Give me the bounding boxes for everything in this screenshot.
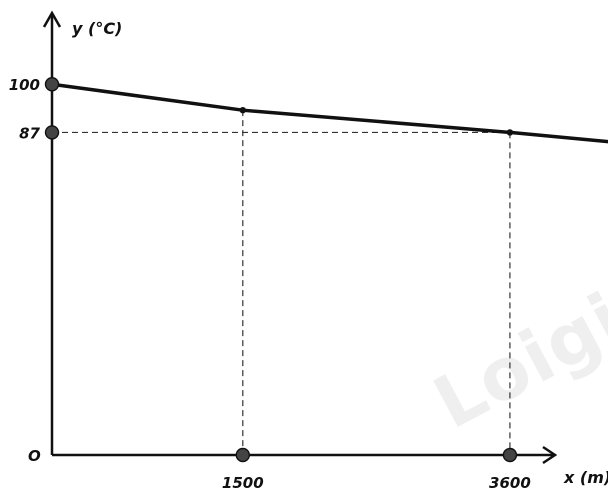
origin-label: O bbox=[28, 447, 41, 465]
x-axis-arrow bbox=[542, 445, 558, 465]
highlighted-points bbox=[44, 77, 518, 463]
watermark: Loigiai bbox=[421, 241, 608, 445]
highlight-point bbox=[44, 125, 60, 140]
y-tick-label: 100 bbox=[9, 76, 40, 94]
x-tick-label: 3600 bbox=[489, 474, 531, 490]
highlight-point bbox=[44, 77, 60, 92]
series-path bbox=[50, 82, 608, 144]
x-axis-label: x (m) bbox=[563, 468, 608, 487]
highlight-point bbox=[235, 447, 251, 463]
series-line bbox=[50, 82, 608, 144]
guide-lines bbox=[52, 110, 511, 455]
highlight-point bbox=[502, 447, 518, 463]
tick-labels: 1500 3600 100 87 bbox=[9, 76, 531, 490]
y-axis-label: y (°C) bbox=[72, 19, 122, 38]
y-axis-arrow bbox=[42, 10, 62, 28]
series-point bbox=[239, 106, 246, 114]
series-point bbox=[506, 129, 514, 136]
x-tick-label: 1500 bbox=[222, 474, 264, 490]
y-tick-label: 87 bbox=[19, 124, 40, 142]
